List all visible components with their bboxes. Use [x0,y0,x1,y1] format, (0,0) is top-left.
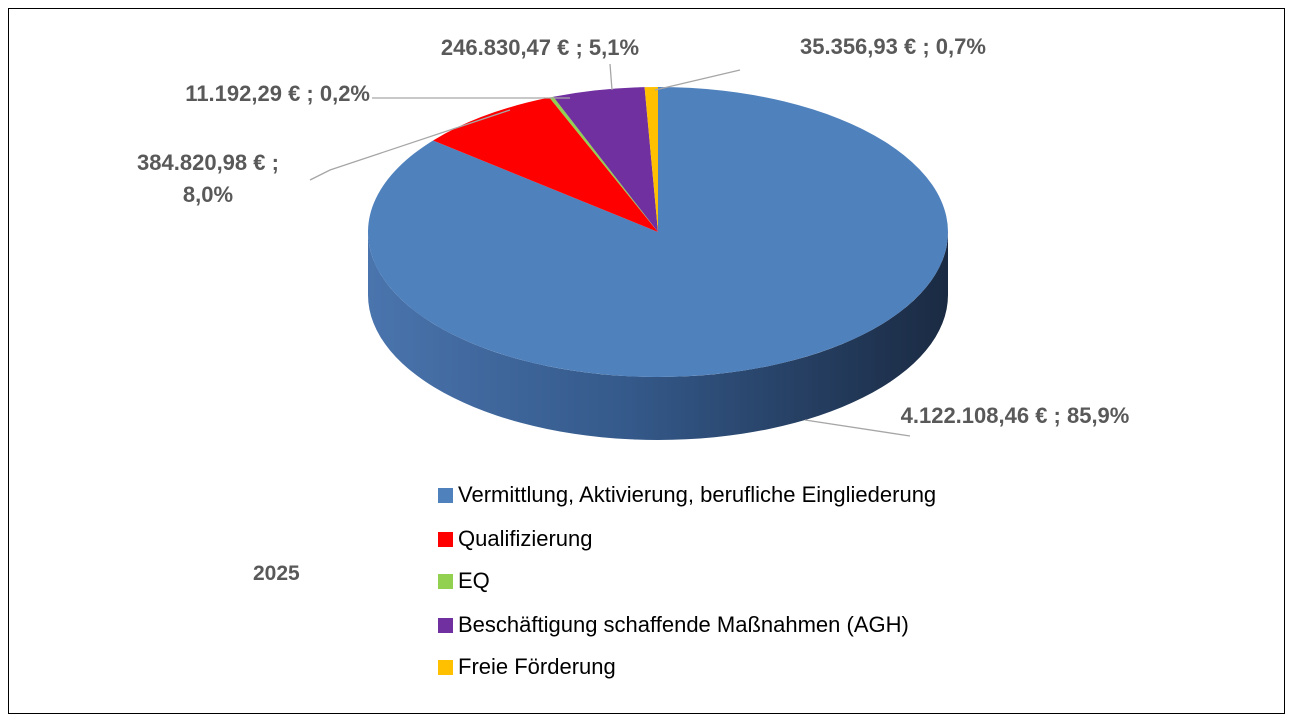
data-label: 246.830,47 € ; 5,1% [440,35,640,60]
legend-item: Freie Förderung [438,652,616,682]
legend-item: Beschäftigung schaffende Maßnahmen (AGH) [438,610,909,640]
legend-label: Vermittlung, Aktivierung, berufliche Ein… [458,482,937,507]
legend-item: Qualifizierung [438,524,593,554]
data-label: 11.192,29 € ; 0,2% [185,81,370,106]
legend-swatch [438,660,453,675]
data-label: 35.356,93 € ; 0,7% [800,34,986,59]
legend-label: Freie Förderung [458,654,616,679]
legend-item: EQ [438,566,490,596]
legend-swatch [438,618,453,633]
data-label: 4.122.108,46 € ; 85,9% [900,403,1130,428]
annotation: 2025 [253,562,300,585]
legend-label: EQ [458,568,490,593]
legend-item: Vermittlung, Aktivierung, berufliche Ein… [438,480,936,510]
leader-line [309,109,511,181]
pie-slice [644,87,658,232]
pie-slice [433,97,658,232]
legend-label: Qualifizierung [458,526,593,551]
pie [368,87,949,440]
leader-line [804,419,911,437]
legend-swatch [438,532,453,547]
legend-swatch [438,488,453,503]
legend-label: Beschäftigung schaffende Maßnahmen (AGH) [458,612,909,637]
legend-swatch [438,574,453,589]
chart-frame [8,8,1285,714]
data-label: 384.820,98 € ; 8,0% [137,150,279,207]
leader-line [609,63,613,91]
pie-slice [549,96,658,232]
pie-side [368,232,948,440]
leader-line [654,69,741,91]
pie-slice [553,87,658,233]
